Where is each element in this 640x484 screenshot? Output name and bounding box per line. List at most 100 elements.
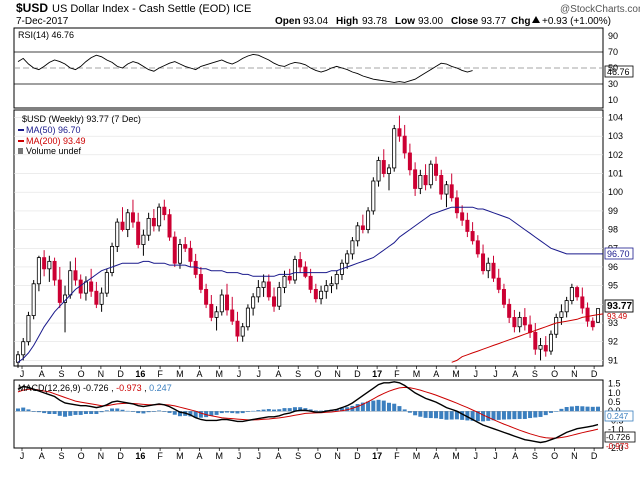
candle-body	[99, 292, 104, 305]
macd-hist-bar	[522, 411, 527, 419]
macd-hist-bar	[481, 411, 486, 422]
x-tick-label: A	[433, 369, 439, 379]
macd-hist-bar	[245, 411, 250, 412]
macd-hist-bar	[413, 411, 418, 416]
macd-hist-bar	[167, 411, 172, 413]
macd-hist-bar	[235, 411, 240, 414]
macd-hist-bar	[319, 410, 324, 412]
candle-body	[522, 317, 527, 326]
macd-hist-bar	[266, 409, 271, 412]
x-tick-label: A	[197, 451, 203, 461]
candle-body	[554, 317, 559, 335]
price-tick-label: 93	[608, 318, 618, 328]
candle-body	[507, 303, 512, 318]
macd-hist-bar	[68, 411, 73, 416]
x-tick-label: M	[413, 369, 421, 379]
macd-hist-bar	[470, 411, 475, 421]
macd-hist-bar	[517, 411, 522, 419]
macd-hist-bar	[313, 410, 318, 412]
macd-hist-bar	[590, 406, 595, 412]
signal-badge: -0.973	[606, 442, 629, 451]
rsi-value-badge: 46.76	[607, 67, 630, 77]
x-tick-label: F	[394, 369, 400, 379]
macd-hist-bar	[230, 411, 235, 414]
macd-hist-bar	[36, 411, 41, 413]
x-tick-label: J	[237, 369, 242, 379]
x-tick-label: N	[334, 451, 341, 461]
rsi-tick-label: 10	[608, 95, 618, 105]
candle-body	[481, 253, 486, 272]
x-tick-label: D	[354, 369, 361, 379]
macd-legend-signal: -0.973	[116, 383, 142, 393]
x-tick-label: J	[493, 369, 498, 379]
macd-hist-bar	[225, 411, 230, 413]
macd-hist-bar	[376, 399, 381, 412]
title-symbol: $USD	[16, 1, 48, 15]
x-tick-label: S	[58, 369, 64, 379]
macd-tick-label: 1.0	[608, 388, 621, 398]
rsi-tick-label: 90	[608, 31, 618, 41]
candle-body	[392, 128, 397, 169]
candle-body	[590, 320, 595, 328]
macd-hist-bar	[42, 411, 47, 414]
candle-body	[413, 169, 418, 189]
candle-body	[73, 270, 78, 281]
macd-hist-bar	[188, 411, 193, 417]
candle-body	[251, 296, 256, 309]
candle-body	[151, 217, 156, 227]
x-tick-label: S	[295, 451, 301, 461]
macd-hist-bar	[104, 410, 109, 412]
macd-hist-bar	[99, 411, 104, 413]
macd-hist-bar	[564, 407, 569, 412]
macd-hist-bar	[538, 411, 543, 417]
candle-body	[418, 175, 423, 189]
macd-hist-bar	[512, 411, 517, 420]
candle-body	[47, 260, 52, 270]
candle-body	[308, 275, 313, 290]
macd-hist-bar	[528, 411, 533, 419]
candle-body	[533, 331, 538, 350]
candle-body	[230, 309, 235, 322]
macd-hist-bar	[501, 411, 506, 420]
candle-body	[329, 283, 334, 287]
candle-body	[585, 307, 590, 322]
macd-hist-bar	[125, 410, 130, 412]
x-tick-label: N	[571, 369, 578, 379]
candle-body	[543, 345, 548, 352]
x-tick-label: J	[473, 369, 478, 379]
candle-body	[115, 221, 120, 247]
candle-body	[298, 259, 303, 268]
x-tick-label: N	[98, 369, 105, 379]
x-tick-label: A	[197, 369, 203, 379]
x-tick-label: S	[532, 451, 538, 461]
x-tick-label: O	[551, 451, 558, 461]
macd-hist-bar	[355, 404, 360, 412]
macd-hist-bar	[366, 401, 371, 412]
open-label: Open	[275, 16, 301, 27]
candle-body	[376, 160, 381, 182]
x-tick-label: M	[452, 451, 460, 461]
candle-body	[397, 128, 402, 137]
ma200-legend: MA(200) 93.49	[26, 136, 86, 146]
candle-body	[188, 247, 193, 262]
candle-body	[136, 221, 141, 245]
macd-hist-bar	[397, 406, 402, 412]
ma200-line	[451, 313, 604, 363]
open-value: 93.04	[303, 16, 328, 27]
candle-body	[266, 281, 271, 298]
macd-hist-bar	[454, 411, 459, 420]
macd-hist-bar	[533, 411, 538, 418]
macd-hist-bar	[57, 411, 62, 416]
x-tick-label: S	[58, 451, 64, 461]
candle-body	[277, 287, 282, 307]
macd-hist-bar	[596, 406, 600, 412]
macd-hist-bar	[428, 411, 433, 419]
price-tick-label: 92	[608, 337, 618, 347]
x-tick-label: 17	[372, 451, 382, 461]
x-tick-label: F	[394, 451, 400, 461]
candle-body	[449, 184, 454, 199]
candle-body	[256, 287, 261, 298]
x-tick-label: 16	[135, 369, 145, 379]
macd-hist-bar	[89, 411, 94, 414]
signal-line	[17, 386, 599, 439]
